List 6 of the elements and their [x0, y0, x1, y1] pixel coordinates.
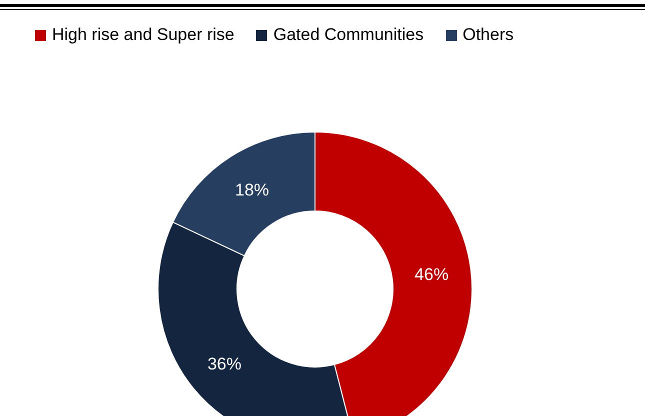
data-label: 18%: [235, 180, 270, 200]
legend-label: High rise and Super rise: [52, 25, 234, 45]
data-label: 46%: [414, 264, 449, 284]
legend-label: Gated Communities: [273, 25, 424, 45]
legend-label: Others: [462, 25, 514, 45]
data-label: 36%: [207, 354, 242, 374]
